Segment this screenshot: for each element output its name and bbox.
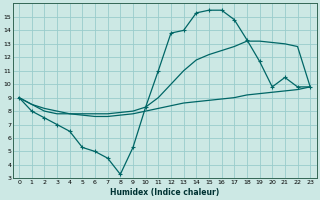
X-axis label: Humidex (Indice chaleur): Humidex (Indice chaleur) (110, 188, 219, 197)
